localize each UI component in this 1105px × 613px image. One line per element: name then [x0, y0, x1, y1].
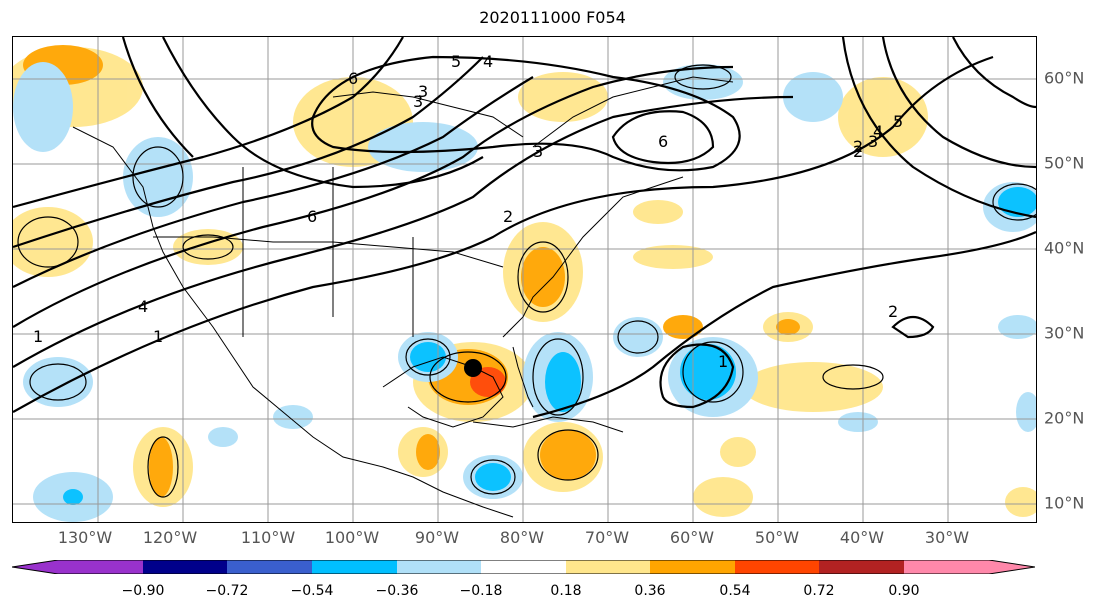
contour-label: 1: [718, 352, 728, 371]
lat-label: 30°N: [1044, 323, 1085, 343]
contour-label: 3: [868, 132, 878, 151]
colorbar-tick: −0.90: [121, 583, 165, 599]
colorbar-segment: [143, 560, 227, 574]
colorbar-segment: [481, 560, 566, 574]
colorbar-segment: [58, 560, 143, 574]
storm-center-marker: [464, 359, 482, 377]
contour-label: 6: [658, 132, 668, 151]
contour-label: 3: [533, 142, 543, 161]
colorbar-tick: 0.90: [888, 583, 920, 599]
lon-label: 60°W: [669, 528, 715, 547]
contour-label: 6: [307, 207, 317, 226]
contour-label: 4: [873, 122, 883, 141]
graticule: [13, 37, 1036, 522]
colorbar-segment: [227, 560, 312, 574]
colorbar-tick: 0.18: [550, 583, 582, 599]
lon-label: 50°W: [754, 528, 800, 547]
map-title: 2020111000 F054: [479, 8, 626, 27]
colorbar-tick: −0.36: [375, 583, 419, 599]
contour-label: 5: [893, 112, 903, 131]
lat-label: 20°N: [1044, 408, 1085, 428]
lon-label: 110°W: [240, 528, 296, 547]
lat-label: 60°N: [1044, 68, 1085, 88]
colorbar-segment: [904, 560, 989, 574]
colorbar-segment: [566, 560, 650, 574]
contour-label: 6: [348, 69, 358, 88]
lon-label: 120°W: [142, 528, 198, 547]
contour-lines: [13, 37, 1036, 419]
colorbar-segment: [12, 560, 58, 574]
colorbar: [12, 560, 1035, 574]
lon-label: 100°W: [324, 528, 380, 547]
colorbar-segment: [819, 560, 904, 574]
colorbar-tick: −0.54: [290, 583, 334, 599]
lon-label: 30°W: [924, 528, 970, 547]
contour-label: 1: [33, 327, 43, 346]
lat-label: 10°N: [1044, 493, 1085, 513]
contour-label: 4: [138, 297, 148, 316]
contour-label: 4: [483, 52, 493, 71]
lon-label: 80°W: [499, 528, 545, 547]
lat-label: 50°N: [1044, 153, 1085, 173]
colorbar-segment: [735, 560, 819, 574]
weather-map: 6 5 4 3 2 1 1 4 6 3 2 6 5 4 3 2 1 2 3: [12, 36, 1037, 523]
contour-label: 2: [503, 207, 513, 226]
colorbar-tick: −0.72: [205, 583, 249, 599]
lon-label: 130°W: [57, 528, 113, 547]
contour-label: 2: [853, 142, 863, 161]
contour-label: 3: [418, 82, 428, 101]
lat-label: 40°N: [1044, 238, 1085, 258]
colorbar-segment: [397, 560, 481, 574]
colorbar-segment: [989, 560, 1035, 574]
contour-label: 2: [888, 302, 898, 321]
significance-outlines: [17, 64, 1036, 498]
colorbar-tick: 0.54: [719, 583, 751, 599]
contour-label: 3: [413, 92, 423, 111]
colorbar-segment: [650, 560, 735, 574]
lon-label: 40°W: [839, 528, 885, 547]
colorbar-segment: [312, 560, 397, 574]
colorbar-tick: −0.18: [459, 583, 503, 599]
contour-labels: 6 5 4 3 2 1 1 4 6 3 2 6 5 4 3 2 1 2 3: [33, 52, 903, 371]
contour-label: 2: [853, 137, 863, 156]
colorbar-tick: 0.36: [634, 583, 666, 599]
lon-label: 90°W: [414, 528, 460, 547]
contour-label: 1: [153, 327, 163, 346]
lon-label: 70°W: [584, 528, 630, 547]
contour-label: 5: [451, 52, 461, 71]
colorbar-tick: 0.72: [803, 583, 835, 599]
